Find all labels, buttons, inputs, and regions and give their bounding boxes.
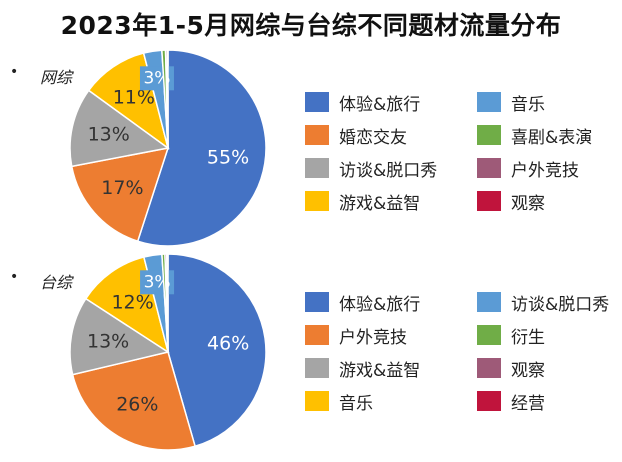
legend-label: 游戏&益智: [339, 360, 421, 381]
legend-label: 经营: [511, 393, 545, 414]
legend-label: 游戏&益智: [339, 193, 421, 214]
pie-slice: [136, 49, 267, 247]
legend-item: 衍生: [477, 323, 622, 348]
legend-item: 户外竞技: [477, 156, 622, 181]
legend-item: 婚恋交友: [305, 123, 477, 148]
legend-label: 衍生: [511, 327, 545, 348]
data-label: 55%: [207, 147, 249, 169]
pie-slice: [166, 49, 169, 149]
legend-label: 观察: [511, 193, 545, 214]
data-label: 17%: [101, 177, 143, 199]
legend-item: 喜剧&表演: [477, 123, 622, 148]
bullet-tv: •: [10, 269, 19, 285]
pie-slice: [70, 147, 170, 243]
legend-label: 体验&旅行: [339, 94, 421, 115]
legend-item: 观察: [477, 356, 622, 381]
legend-tv: 体验&旅行 访谈&脱口秀户外竞技 衍生游戏&益智 观察音乐 经营: [305, 290, 622, 414]
legend-swatch: [477, 125, 501, 145]
legend-label: 婚恋交友: [339, 127, 407, 148]
legend-swatch: [305, 292, 329, 312]
legend-label: 户外竞技: [339, 327, 407, 348]
legend-swatch: [477, 158, 501, 178]
legend-item: 游戏&益智: [305, 189, 477, 214]
section-label-web: 网综: [40, 68, 73, 87]
legend-label: 喜剧&表演: [511, 127, 593, 148]
legend-web: 体验&旅行 音乐婚恋交友 喜剧&表演访谈&脱口秀 户外竞技游戏&益智 观察: [305, 90, 622, 214]
legend-label: 体验&旅行: [339, 294, 421, 315]
legend-item: 体验&旅行: [305, 90, 477, 115]
legend-swatch: [305, 125, 329, 145]
legend-label: 音乐: [511, 94, 545, 115]
legend-label: 访谈&脱口秀: [511, 294, 610, 315]
legend-item: 访谈&脱口秀: [305, 156, 477, 181]
legend-item: 访谈&脱口秀: [477, 290, 622, 315]
legend-swatch: [477, 358, 501, 378]
chart-title: 2023年1-5月网综与台综不同题材流量分布: [60, 11, 562, 40]
legend-swatch: [477, 325, 501, 345]
legend-swatch: [305, 325, 329, 345]
data-label: 11%: [113, 87, 155, 109]
legend-label: 访谈&脱口秀: [339, 160, 438, 181]
legend-label: 音乐: [339, 393, 373, 414]
legend-swatch: [305, 391, 329, 411]
bullet-web: •: [10, 64, 19, 80]
legend-item: 音乐: [477, 90, 622, 115]
pie-slice: [69, 89, 170, 168]
legend-item: 经营: [477, 389, 622, 414]
legend-swatch: [305, 358, 329, 378]
legend-item: 游戏&益智: [305, 356, 477, 381]
section-label-tv: 台综: [40, 273, 73, 292]
legend-swatch: [305, 92, 329, 112]
legend-swatch: [477, 391, 501, 411]
legend-item: 音乐: [305, 389, 477, 414]
legend-item: 观察: [477, 189, 622, 214]
legend-label: 观察: [511, 360, 545, 381]
legend-swatch: [305, 158, 329, 178]
data-label: 13%: [88, 124, 130, 146]
legend-swatch: [477, 92, 501, 112]
legend-swatch: [305, 191, 329, 211]
legend-item: 体验&旅行: [305, 290, 477, 315]
legend-item: 户外竞技: [305, 323, 477, 348]
legend-swatch: [477, 292, 501, 312]
legend-swatch: [477, 191, 501, 211]
legend-label: 户外竞技: [511, 160, 579, 181]
